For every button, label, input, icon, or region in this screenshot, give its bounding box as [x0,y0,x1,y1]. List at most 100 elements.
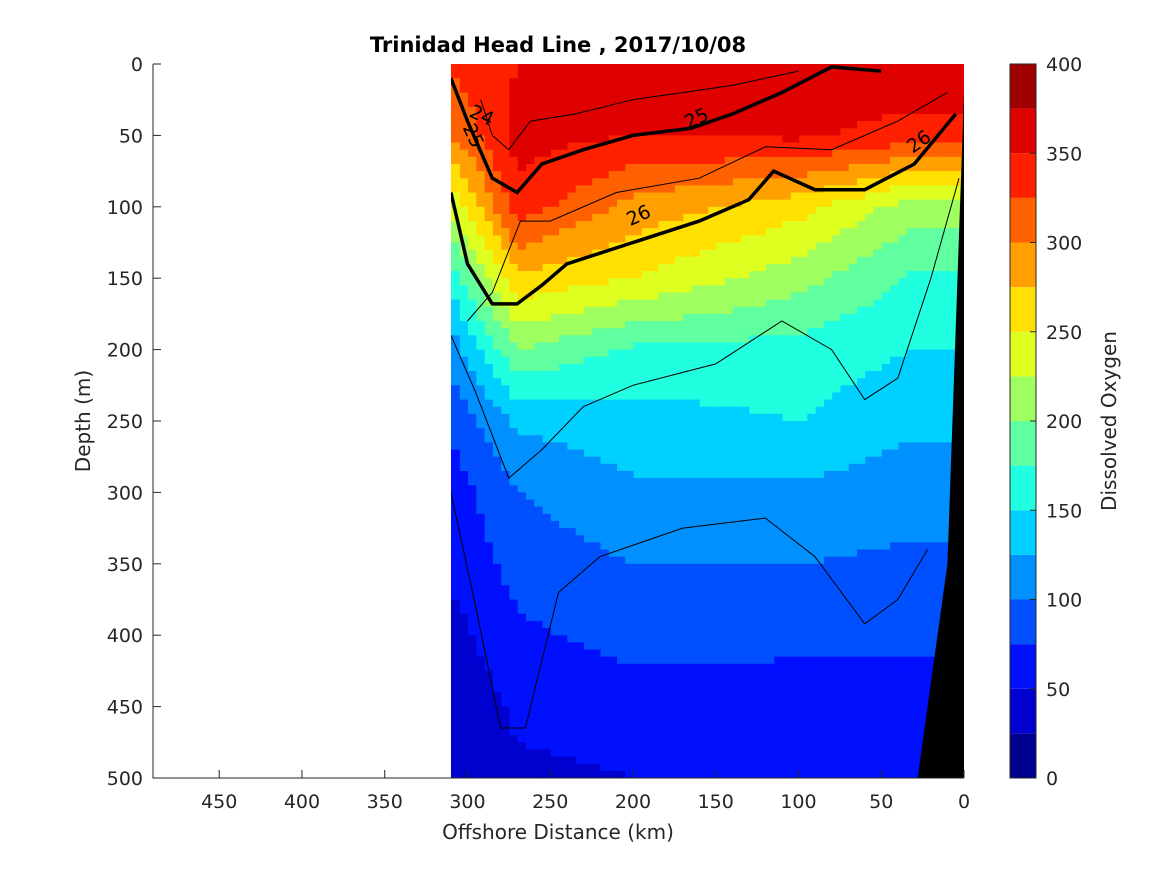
oxygen-cell [657,578,667,586]
oxygen-cell [732,256,742,265]
oxygen-cell [591,585,601,593]
oxygen-cell [848,313,858,322]
oxygen-cell [558,206,568,215]
oxygen-cell [848,442,858,451]
oxygen-cell [550,106,560,115]
oxygen-cell [881,342,891,351]
oxygen-cell [781,449,791,458]
oxygen-cell [591,328,601,336]
oxygen-cell [740,299,750,308]
oxygen-cell [682,635,692,643]
oxygen-cell [715,585,725,593]
oxygen-cell [715,770,725,778]
oxygen-cell [757,378,766,386]
oxygen-cell [930,635,940,643]
oxygen-cell [914,171,924,179]
oxygen-cell [872,699,882,708]
oxygen-cell [624,299,634,308]
oxygen-cell [748,513,758,522]
oxygen-cell [831,99,841,108]
oxygen-cell [864,285,874,294]
oxygen-cell [806,713,816,722]
oxygen-cell [715,606,725,615]
oxygen-cell [583,435,593,444]
oxygen-cell [922,620,932,629]
oxygen-cell [906,649,915,658]
oxygen-cell [608,763,618,772]
oxygen-cell [715,549,725,558]
oxygen-cell [839,285,849,294]
oxygen-cell [881,720,891,729]
oxygen-cell [939,399,949,408]
oxygen-cell [641,206,651,215]
oxygen-cell [649,535,659,543]
oxygen-cell [715,149,725,158]
oxygen-cell [566,263,576,272]
oxygen-cell [732,142,742,151]
oxygen-cell [558,135,568,144]
oxygen-cell [790,735,800,743]
oxygen-cell [881,313,891,322]
oxygen-cell [740,142,750,151]
oxygen-cell [889,163,899,172]
oxygen-cell [889,71,899,79]
oxygen-cell [798,713,808,722]
oxygen-cell [599,378,609,386]
oxygen-cell [666,78,675,87]
oxygen-cell [732,135,742,144]
oxygen-cell [955,71,965,79]
oxygen-cell [575,535,584,543]
oxygen-cell [690,642,700,651]
oxygen-cell [773,628,783,636]
oxygen-cell [690,213,700,222]
oxygen-cell [748,756,758,765]
oxygen-cell [939,163,949,172]
oxygen-cell [930,549,940,558]
oxygen-cell [848,770,858,778]
oxygen-cell [798,199,808,208]
oxygen-cell [773,720,783,729]
oxygen-cell [674,413,684,422]
oxygen-cell [914,421,924,429]
oxygen-cell [914,135,924,144]
oxygen-cell [773,92,783,101]
oxygen-cell [806,378,816,386]
oxygen-cell [748,256,758,265]
oxygen-cell [649,64,659,72]
oxygen-cell [906,99,915,108]
oxygen-cell [674,199,684,208]
oxygen-cell [806,463,816,472]
oxygen-cell [566,356,576,365]
oxygen-cell [872,606,882,615]
oxygen-cell [889,578,899,586]
oxygen-cell [575,421,584,429]
oxygen-cell [550,163,560,172]
oxygen-cell [848,556,858,565]
oxygen-cell [930,142,940,151]
oxygen-cell [657,742,667,751]
oxygen-cell [823,428,833,436]
oxygen-cell [649,363,659,372]
oxygen-cell [781,292,791,301]
oxygen-cell [732,499,742,508]
oxygen-cell [823,156,833,165]
oxygen-cell [608,392,618,401]
oxygen-cell [906,542,915,551]
oxygen-cell [624,328,634,336]
oxygen-cell [798,585,808,593]
oxygen-cell [641,692,651,701]
oxygen-cell [583,292,593,301]
oxygen-cell [558,356,568,365]
oxygen-cell [765,213,775,222]
oxygen-cell [632,728,642,736]
oxygen-cell [550,92,560,101]
oxygen-cell [922,192,932,201]
oxygen-cell [558,406,568,415]
oxygen-cell [707,670,717,679]
oxygen-cell [657,463,667,472]
oxygen-cell [815,156,824,165]
oxygen-cell [798,570,808,579]
oxygen-cell [939,499,949,508]
oxygen-cell [930,64,940,72]
oxygen-cell [748,378,758,386]
